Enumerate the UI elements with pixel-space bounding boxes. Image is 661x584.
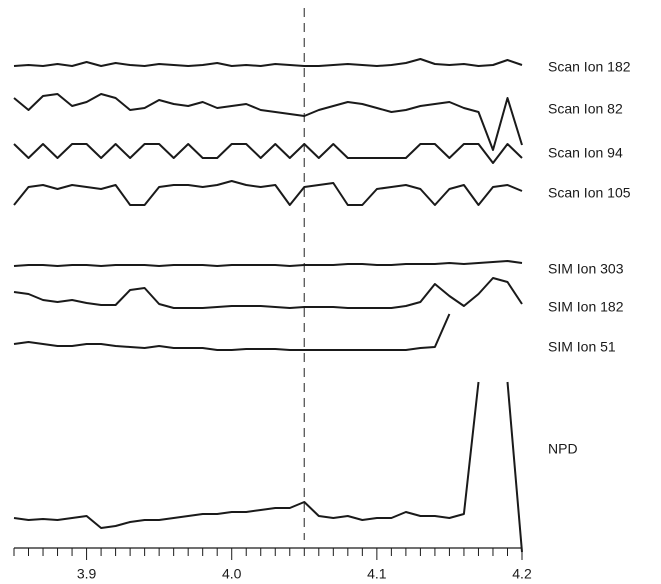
trace <box>13 180 523 206</box>
trace-label: Scan Ion 82 <box>548 101 623 117</box>
trace-label: Scan Ion 182 <box>548 59 631 75</box>
trace-label: Scan Ion 105 <box>548 185 631 201</box>
x-tick-label: 3.9 <box>77 566 97 582</box>
x-tick-label: 4.0 <box>222 566 242 582</box>
trace-label: Scan Ion 94 <box>548 145 623 161</box>
trace <box>13 381 523 553</box>
trace <box>13 58 523 67</box>
trace-label: SIM Ion 182 <box>548 299 624 315</box>
trace <box>13 277 523 309</box>
trace <box>13 143 523 164</box>
x-tick-label: 4.2 <box>512 566 532 582</box>
x-tick-label: 4.1 <box>367 566 387 582</box>
trace <box>13 313 451 351</box>
trace <box>13 260 523 267</box>
trace-label: SIM Ion 303 <box>548 261 624 277</box>
trace-label: SIM Ion 51 <box>548 339 616 355</box>
trace <box>13 93 523 151</box>
trace-label: NPD <box>548 441 578 457</box>
